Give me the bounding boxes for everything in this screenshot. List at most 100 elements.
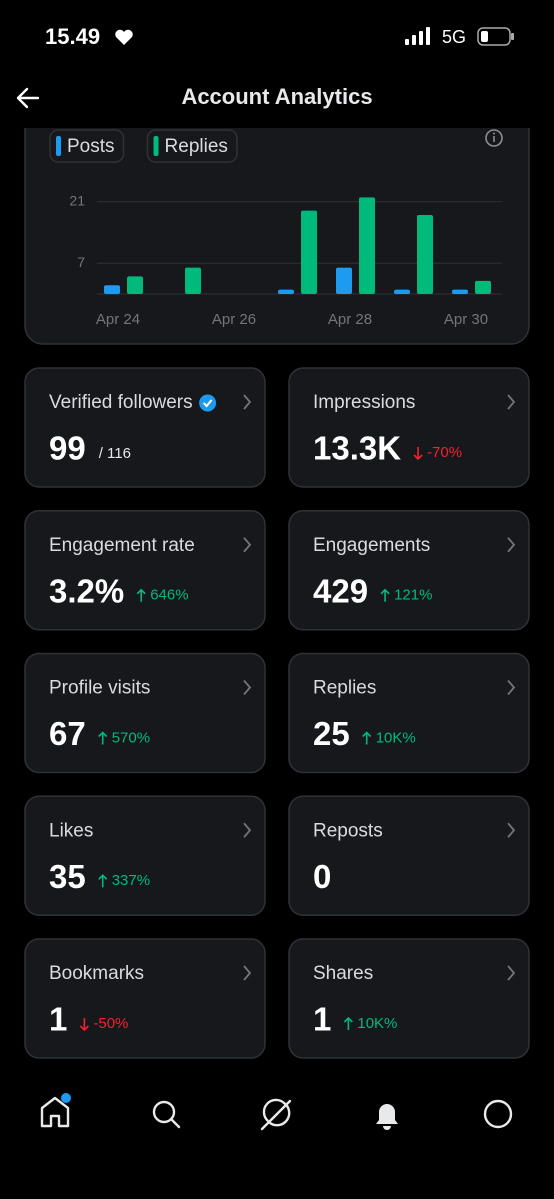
bar bbox=[359, 197, 375, 294]
bar bbox=[185, 267, 201, 294]
bar bbox=[278, 289, 294, 294]
verified-check bbox=[202, 399, 213, 408]
metric-card[interactable] bbox=[24, 510, 266, 631]
bar bbox=[394, 289, 410, 294]
trend-arrow bbox=[343, 1016, 353, 1030]
x-tick-label: Apr 26 bbox=[212, 311, 256, 328]
bar bbox=[127, 276, 143, 294]
legend-chip[interactable] bbox=[146, 129, 238, 163]
chevron bbox=[243, 822, 252, 838]
metric-change: 10K% bbox=[376, 729, 416, 746]
metric-card[interactable] bbox=[24, 652, 266, 774]
metric-value: 35 bbox=[49, 858, 86, 895]
legend-chip[interactable] bbox=[49, 129, 125, 163]
metric-change: 646% bbox=[150, 587, 188, 604]
bar bbox=[301, 210, 317, 294]
metric-card[interactable] bbox=[24, 367, 266, 488]
bar bbox=[417, 214, 433, 294]
battery-tip bbox=[511, 33, 514, 40]
metric-label: Replies bbox=[313, 678, 376, 699]
info-icon[interactable] bbox=[485, 129, 503, 147]
metric-value: 13.3K bbox=[313, 430, 401, 467]
bar bbox=[336, 267, 352, 294]
metric-card[interactable] bbox=[288, 652, 530, 774]
bar bbox=[452, 289, 468, 294]
legend-swatch bbox=[153, 136, 159, 156]
network-label: 5G bbox=[442, 27, 466, 47]
metric-card[interactable] bbox=[24, 795, 266, 916]
metric-card[interactable] bbox=[24, 938, 266, 1059]
trend-arrow bbox=[79, 1018, 89, 1032]
signal-icon bbox=[405, 27, 430, 45]
metric-change: 121% bbox=[394, 587, 432, 604]
nav-search[interactable] bbox=[152, 1100, 176, 1124]
chevron bbox=[507, 537, 516, 553]
metric-change: 337% bbox=[112, 872, 150, 889]
chevron bbox=[243, 394, 252, 410]
metric-label: Verified followers bbox=[49, 392, 193, 413]
x-tick-label: Apr 28 bbox=[328, 311, 372, 328]
status-time: 15.49 bbox=[45, 24, 100, 49]
legend-label: Replies bbox=[165, 136, 228, 157]
metric-label: Engagement rate bbox=[49, 535, 195, 556]
metric-card[interactable] bbox=[288, 795, 530, 916]
trend-arrow bbox=[362, 731, 372, 745]
heart-icon bbox=[115, 29, 133, 45]
metric-value: 0 bbox=[313, 858, 331, 895]
metric-value: 1 bbox=[49, 1001, 67, 1038]
header-background bbox=[0, 0, 554, 128]
nav-home-badge bbox=[61, 1093, 71, 1103]
chart: 7 21 Posts Replies Apr 24 Apr 26 Apr 28 Apr 30 bbox=[49, 129, 502, 328]
legend-swatch bbox=[56, 136, 61, 156]
chevron bbox=[243, 679, 252, 696]
metric-change: -70% bbox=[427, 444, 462, 461]
metric-change: 10K% bbox=[357, 1015, 397, 1032]
back-button[interactable] bbox=[16, 87, 40, 109]
chevron bbox=[507, 965, 516, 981]
metric-total: / 116 bbox=[99, 445, 131, 462]
legend-label: Posts bbox=[67, 136, 115, 157]
metric-value: 67 bbox=[49, 715, 86, 752]
x-tick-label: Apr 30 bbox=[444, 311, 488, 328]
metric-card[interactable] bbox=[288, 510, 530, 631]
metric-value: 25 bbox=[313, 715, 350, 752]
chevron bbox=[243, 965, 252, 981]
battery-level bbox=[481, 31, 488, 42]
info-icon-dot bbox=[493, 132, 495, 135]
chevron bbox=[243, 537, 252, 553]
nav-grok[interactable] bbox=[260, 1098, 292, 1131]
metric-value: 1 bbox=[313, 1001, 331, 1038]
page-title: Account Analytics bbox=[181, 84, 372, 109]
nav-search-handle bbox=[169, 1117, 181, 1129]
metric-label: Shares bbox=[313, 963, 373, 984]
battery-icon bbox=[477, 27, 511, 46]
y-tick-label: 7 bbox=[77, 254, 85, 270]
metric-label: Profile visits bbox=[49, 678, 150, 699]
chevron bbox=[507, 822, 516, 838]
metric-card[interactable] bbox=[288, 938, 530, 1059]
trend-arrow bbox=[98, 731, 108, 745]
metric-label: Likes bbox=[49, 820, 93, 841]
chevron bbox=[507, 394, 516, 410]
metric-value: 3.2% bbox=[49, 572, 124, 609]
cards: Verified followers 99 / 116 Impressions 13.3… bbox=[24, 367, 530, 1059]
trend-arrow bbox=[380, 588, 390, 602]
trend-arrow bbox=[136, 588, 146, 602]
metric-label: Impressions bbox=[313, 392, 415, 413]
x-tick-label: Apr 24 bbox=[96, 311, 140, 328]
nav-home[interactable] bbox=[40, 1096, 70, 1128]
metric-label: Bookmarks bbox=[49, 963, 144, 984]
bar bbox=[104, 285, 120, 294]
metric-label: Engagements bbox=[313, 535, 430, 556]
chevron bbox=[507, 679, 516, 696]
metric-change: -50% bbox=[93, 1015, 128, 1032]
nav-notifications[interactable] bbox=[376, 1104, 398, 1130]
metric-change: 570% bbox=[112, 729, 150, 746]
nav-messages[interactable] bbox=[483, 1099, 513, 1129]
metric-card[interactable] bbox=[288, 367, 530, 488]
metric-label: Reposts bbox=[313, 820, 383, 841]
y-tick-label: 21 bbox=[69, 192, 85, 208]
bar bbox=[475, 280, 491, 294]
